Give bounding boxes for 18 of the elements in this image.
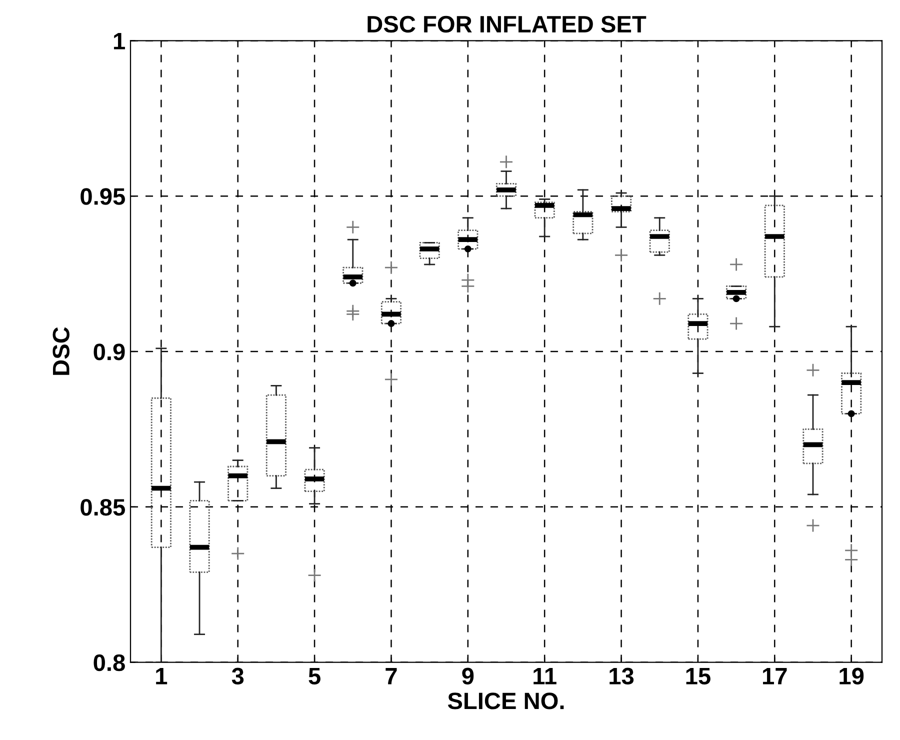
- x-tick-label: 17: [763, 668, 787, 684]
- x-axis-title: SLICE NO.: [448, 692, 564, 710]
- chart-title: DSC FOR INFLATED SET: [368, 16, 646, 33]
- x-tick-label: 15: [686, 668, 710, 685]
- x-tick-label: 11: [534, 668, 556, 684]
- x-tick-label: 7: [386, 668, 397, 684]
- x-tick-label: 3: [232, 668, 244, 685]
- y-tick-label: 1: [114, 33, 125, 50]
- y-tick-label: 0.95: [80, 188, 125, 205]
- x-tick-label: 9: [462, 668, 474, 685]
- x-tick-label: 19: [840, 668, 864, 685]
- y-tick-label: 0.85: [80, 498, 125, 516]
- x-tick-label: 1: [156, 668, 168, 684]
- x-tick-label: 13: [610, 668, 634, 685]
- y-tick-label: 0.9: [94, 344, 125, 360]
- x-tick-label: 5: [308, 668, 320, 685]
- y-tick-label: 0.8: [94, 654, 125, 672]
- y-axis-title: DSC: [52, 327, 70, 375]
